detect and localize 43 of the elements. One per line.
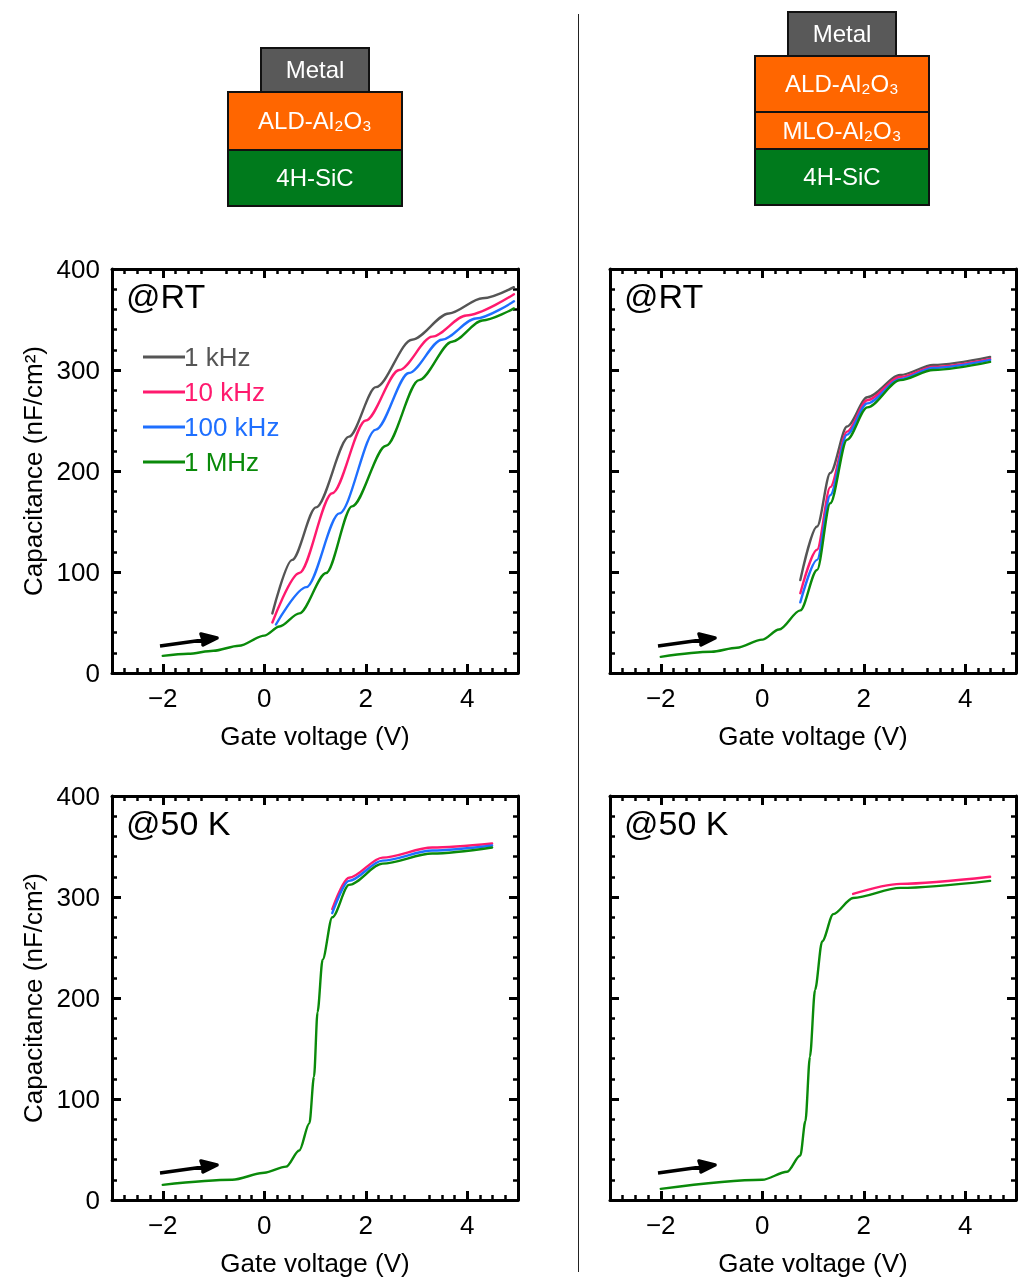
- x-tick-label: 4: [958, 1210, 973, 1240]
- y-tick-label: 0: [85, 658, 100, 688]
- x-tick-label: 0: [257, 1210, 272, 1240]
- y-tick-label: 400: [56, 781, 100, 811]
- y-tick-label: 200: [56, 983, 100, 1013]
- x-tick-label: 2: [358, 683, 373, 713]
- legend-label: 100 kHz: [184, 412, 280, 442]
- annotation: @50 K: [624, 804, 729, 842]
- annotation: @50 K: [126, 804, 231, 842]
- x-tick-label: 0: [755, 1210, 770, 1240]
- annotation: @RT: [126, 277, 206, 315]
- x-tick-label: 0: [257, 683, 272, 713]
- x-tick-label: 2: [856, 683, 871, 713]
- x-tick-label: −2: [147, 683, 178, 713]
- x-tick-label: −2: [147, 1210, 178, 1240]
- x-tick-label: 0: [755, 683, 770, 713]
- x-tick-label: 4: [958, 683, 973, 713]
- annotation: @RT: [624, 277, 704, 315]
- line-series: [161, 846, 494, 1187]
- layer-stack-diagram: Metal ALD-Al₂O₃ 4H-SiC: [227, 47, 403, 207]
- legend-label: 1 kHz: [184, 342, 251, 372]
- x-tick-label: 2: [358, 1210, 373, 1240]
- x-tick-label: 4: [460, 1210, 475, 1240]
- x-tick-label: −2: [645, 683, 676, 713]
- y-tick-label: 100: [56, 1084, 100, 1114]
- y-axis-title: Capacitance (nF/cm²): [17, 873, 48, 1123]
- x-tick-label: 4: [460, 683, 475, 713]
- x-axis-title: Gate voltage (V): [220, 1248, 410, 1278]
- x-axis-title: Gate voltage (V): [220, 721, 410, 751]
- y-tick-label: 100: [56, 557, 100, 587]
- y-tick-label: 300: [56, 355, 100, 385]
- y-tick-label: 0: [85, 1185, 100, 1215]
- legend-label: 1 MHz: [184, 447, 260, 477]
- layer-stack-diagram: Metal ALD-Al₂O₃ MLO-Al₂O₃ 4H-SiC: [754, 11, 930, 206]
- y-tick-label: 400: [56, 254, 100, 284]
- y-tick-label: 200: [56, 456, 100, 486]
- y-axis-title: Capacitance (nF/cm²): [17, 346, 48, 596]
- y-tick-label: 300: [56, 882, 100, 912]
- x-axis-title: Gate voltage (V): [718, 721, 908, 751]
- x-axis-title: Gate voltage (V): [718, 1248, 908, 1278]
- legend-label: 10 kHz: [184, 377, 265, 407]
- x-tick-label: −2: [645, 1210, 676, 1240]
- x-tick-label: 2: [856, 1210, 871, 1240]
